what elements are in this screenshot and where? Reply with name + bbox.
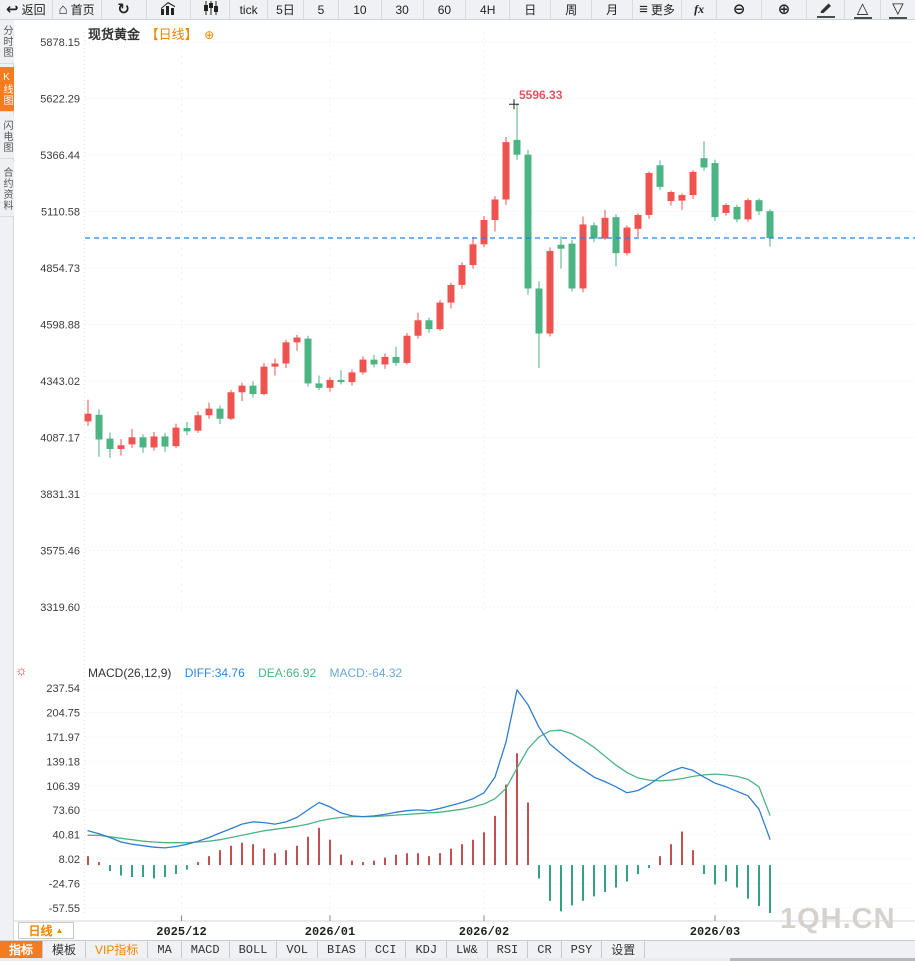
svg-text:73.60: 73.60 xyxy=(52,805,80,817)
refresh-button[interactable]: ↻ xyxy=(102,0,147,19)
svg-text:8.02: 8.02 xyxy=(59,854,80,866)
svg-text:40.81: 40.81 xyxy=(52,830,80,842)
top-toolbar: ↩ 返回 ⌂ 首页 ↻ tick 5日 5 10 30 60 4H 日 周 月 … xyxy=(0,0,915,20)
period-5d-button[interactable]: 5日 xyxy=(268,0,304,19)
svg-text:2025/12: 2025/12 xyxy=(156,925,206,939)
macd-header: MACD(26,12,9) DIFF:34.76 DEA:66.92 MACD:… xyxy=(88,666,412,680)
macd-dea-value: DEA:66.92 xyxy=(258,666,317,680)
zoom-out-button[interactable]: ⊖ xyxy=(717,0,763,19)
arrow-up-icon: ▲ xyxy=(55,926,64,935)
period-week-button[interactable]: 周 xyxy=(551,0,593,19)
svg-text:4343.02: 4343.02 xyxy=(40,376,80,388)
draw-triangle-down-button[interactable]: ▽ xyxy=(881,0,915,19)
candlestick-icon xyxy=(203,1,218,18)
more-button[interactable]: ≡ 更多 xyxy=(633,0,682,19)
indicator-tab-bar: 指标 模板 VIP指标 MA MACD BOLL VOL BIAS CCI KD… xyxy=(0,940,915,958)
svg-text:5366.44: 5366.44 xyxy=(40,150,80,162)
candlestick-chart-button[interactable] xyxy=(191,0,230,19)
period-selector-box[interactable]: 日线 ▲ xyxy=(18,922,74,939)
tab-template[interactable]: 模板 xyxy=(43,941,87,958)
period-day-button[interactable]: 日 xyxy=(510,0,552,19)
svg-text:4598.88: 4598.88 xyxy=(40,320,80,332)
svg-text:2026/03: 2026/03 xyxy=(690,925,740,939)
svg-text:3575.46: 3575.46 xyxy=(40,546,80,558)
back-button[interactable]: ↩ 返回 xyxy=(0,0,53,19)
svg-text:5110.58: 5110.58 xyxy=(41,207,80,219)
tab-indicator[interactable]: 指标 xyxy=(0,941,44,958)
svg-text:106.39: 106.39 xyxy=(46,781,80,793)
sidebar-tab-lightning[interactable]: 闪电图 xyxy=(0,115,14,159)
period-30-button[interactable]: 30 xyxy=(382,0,424,19)
svg-text:5622.29: 5622.29 xyxy=(40,94,80,106)
period-5-button[interactable]: 5 xyxy=(304,0,340,19)
svg-text:-57.55: -57.55 xyxy=(49,903,80,915)
symbol-name: 现货黄金 xyxy=(88,27,141,42)
home-button[interactable]: ⌂ 首页 xyxy=(53,0,102,19)
tab-ma[interactable]: MA xyxy=(148,941,182,958)
period-60-button[interactable]: 60 xyxy=(424,0,467,19)
period-10-button[interactable]: 10 xyxy=(339,0,382,19)
bar-chart-icon xyxy=(160,1,176,18)
tab-cr[interactable]: CR xyxy=(528,941,562,958)
refresh-icon: ↻ xyxy=(117,1,130,18)
home-icon: ⌂ xyxy=(58,1,68,18)
tab-vol[interactable]: VOL xyxy=(277,941,319,958)
more-icon: ≡ xyxy=(639,1,648,18)
zoom-out-icon: ⊖ xyxy=(732,1,746,18)
fx-formula-button[interactable]: fx xyxy=(682,0,718,19)
tab-settings[interactable]: 设置 xyxy=(602,941,646,958)
zoom-in-button[interactable]: ⊕ xyxy=(762,0,807,19)
draw-pencil-button[interactable] xyxy=(807,0,846,19)
tab-rsi[interactable]: RSI xyxy=(488,941,529,958)
sidebar-tab-contract-info[interactable]: 合约资料 xyxy=(0,162,14,217)
tick-period-button[interactable]: tick xyxy=(230,0,269,19)
svg-text:237.54: 237.54 xyxy=(46,683,80,695)
draw-triangle-up-button[interactable]: △ xyxy=(845,0,881,19)
tab-cci[interactable]: CCI xyxy=(366,941,407,958)
indicator-settings-icon[interactable]: ☼ xyxy=(15,662,28,678)
svg-text:139.18: 139.18 xyxy=(46,756,80,768)
chart-title: 现货黄金 【日线】 ⊕ xyxy=(88,24,214,43)
area-chart-button[interactable] xyxy=(147,0,192,19)
svg-text:2026/01: 2026/01 xyxy=(305,925,355,939)
svg-text:2026/02: 2026/02 xyxy=(459,925,509,939)
tab-lw[interactable]: LW& xyxy=(447,941,488,958)
tab-macd[interactable]: MACD xyxy=(182,941,230,958)
horizontal-scrollbar xyxy=(0,958,915,961)
pencil-icon xyxy=(819,2,833,15)
period-tag: 【日线】 xyxy=(145,27,198,42)
svg-text:-24.76: -24.76 xyxy=(49,879,80,891)
macd-diff-value: DIFF:34.76 xyxy=(184,666,245,680)
svg-text:3319.60: 3319.60 xyxy=(40,602,80,614)
svg-text:3831.31: 3831.31 xyxy=(40,489,80,501)
tab-vip-indicator[interactable]: VIP指标 xyxy=(86,941,149,958)
period-month-button[interactable]: 月 xyxy=(592,0,634,19)
scrollbar-thumb[interactable] xyxy=(730,958,915,961)
tab-boll[interactable]: BOLL xyxy=(230,941,278,958)
back-icon: ↩ xyxy=(6,1,19,18)
macd-title: MACD(26,12,9) xyxy=(88,666,172,680)
svg-text:4087.17: 4087.17 xyxy=(40,433,80,445)
period-4h-button[interactable]: 4H xyxy=(466,0,511,19)
svg-text:171.97: 171.97 xyxy=(46,732,80,744)
sidebar-tab-kline[interactable]: K线图 xyxy=(0,67,14,112)
high-price-label: 5596.33 xyxy=(519,88,563,102)
tab-psy[interactable]: PSY xyxy=(562,941,603,958)
tab-kdj[interactable]: KDJ xyxy=(406,941,448,958)
zoom-in-icon: ⊕ xyxy=(777,1,791,18)
triangle-down-icon: ▽ xyxy=(892,0,904,17)
add-indicator-icon[interactable]: ⊕ xyxy=(204,28,215,42)
triangle-up-icon: △ xyxy=(856,0,869,17)
left-sidebar: 分时图 K线图 闪电图 合约资料 xyxy=(0,20,14,958)
macd-bar-value: MACD:-64.32 xyxy=(329,666,403,680)
tab-bias[interactable]: BIAS xyxy=(318,941,366,958)
svg-text:5878.15: 5878.15 xyxy=(40,37,80,49)
sidebar-tab-timeshare[interactable]: 分时图 xyxy=(0,20,14,64)
svg-text:4854.73: 4854.73 xyxy=(40,263,80,275)
svg-text:204.75: 204.75 xyxy=(46,707,80,719)
